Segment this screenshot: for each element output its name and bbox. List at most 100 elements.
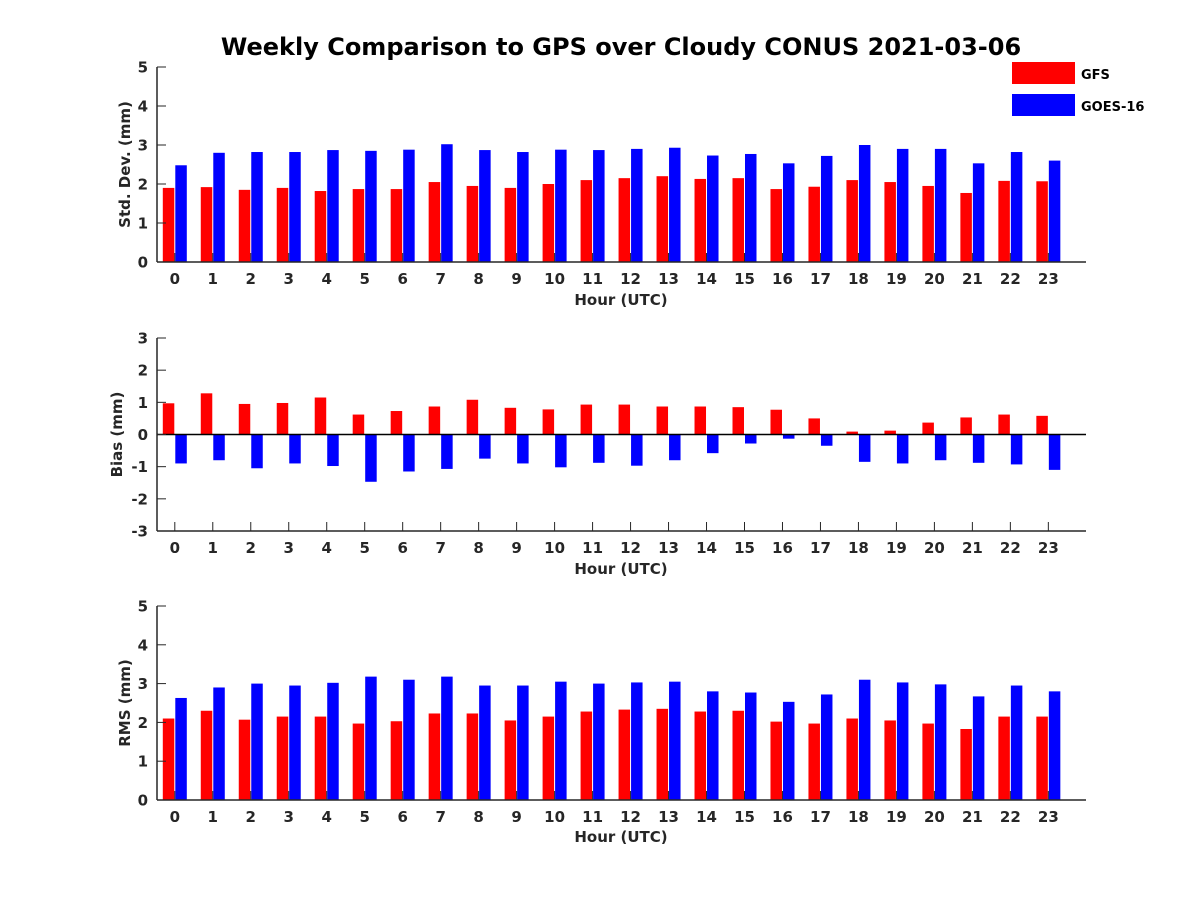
bar-goes16-23	[1048, 160, 1061, 262]
bar-gfs-14	[694, 406, 707, 435]
x-axis-label: Hour (UTC)	[574, 560, 667, 578]
x-tick-label: 18	[848, 270, 869, 288]
x-tick-label: 1	[208, 808, 218, 826]
bar-goes16-20	[934, 148, 947, 262]
bar-goes16-13	[669, 147, 681, 262]
bar-gfs-7	[428, 713, 441, 800]
x-tick-label: 7	[435, 270, 445, 288]
x-tick-label: 13	[658, 539, 679, 557]
x-tick-label: 2	[246, 539, 256, 557]
bar-gfs-5	[352, 723, 365, 800]
x-tick-label: 19	[886, 808, 907, 826]
x-tick-label: 9	[511, 270, 521, 288]
bar-gfs-3	[276, 402, 289, 435]
bar-gfs-14	[694, 711, 707, 800]
bar-goes16-16	[782, 701, 795, 800]
bar-goes16-8	[479, 685, 491, 800]
x-tick-label: 12	[620, 539, 641, 557]
bar-goes16-13	[669, 434, 681, 461]
bar-goes16-9	[517, 152, 529, 262]
bar-gfs-9	[504, 187, 517, 262]
x-tick-label: 21	[962, 270, 983, 288]
bar-goes16-21	[972, 434, 985, 463]
bar-gfs-1	[200, 187, 213, 262]
bar-goes16-4	[327, 434, 339, 467]
bar-gfs-6	[390, 411, 403, 435]
bar-goes16-16	[782, 434, 795, 439]
bar-gfs-13	[656, 176, 669, 262]
x-tick-label: 15	[734, 808, 755, 826]
bar-goes16-15	[745, 692, 757, 800]
bar-goes16-22	[1010, 685, 1023, 800]
bar-gfs-2	[238, 719, 251, 800]
legend-swatch-gfs	[1012, 62, 1075, 84]
bar-goes16-12	[631, 434, 643, 466]
bar-goes16-17	[820, 694, 833, 800]
bar-gfs-3	[276, 716, 289, 800]
bar-gfs-10	[542, 409, 555, 435]
bar-goes16-18	[858, 434, 871, 462]
bar-gfs-21	[960, 192, 972, 262]
bar-gfs-0	[162, 718, 175, 800]
bar-goes16-2	[251, 152, 263, 262]
bar-gfs-0	[162, 403, 175, 435]
bar-goes16-3	[289, 685, 301, 800]
x-axis-label: Hour (UTC)	[574, 291, 667, 309]
bar-gfs-18	[846, 718, 858, 800]
bar-gfs-8	[466, 185, 479, 262]
bar-gfs-4	[314, 191, 327, 262]
bar-gfs-7	[428, 182, 441, 262]
x-tick-label: 17	[810, 270, 831, 288]
legend-label-goes16: GOES-16	[1081, 100, 1144, 115]
bar-goes16-14	[707, 434, 719, 454]
x-tick-label: 14	[696, 270, 717, 288]
bar-goes16-1	[213, 152, 225, 262]
x-tick-label: 3	[284, 539, 294, 557]
bar-gfs-18	[846, 431, 858, 435]
x-tick-label: 19	[886, 539, 907, 557]
x-tick-label: 8	[473, 539, 483, 557]
bar-gfs-9	[504, 407, 517, 435]
y-tick-label: 5	[138, 598, 148, 616]
x-tick-label: 5	[359, 270, 369, 288]
legend-swatch-goes16	[1012, 94, 1075, 116]
bar-goes16-8	[479, 150, 491, 262]
x-tick-label: 22	[1000, 270, 1021, 288]
bar-goes16-11	[593, 683, 605, 800]
bar-goes16-11	[593, 434, 605, 463]
bar-goes16-7	[441, 434, 453, 469]
bar-gfs-22	[998, 180, 1010, 262]
bar-gfs-2	[238, 189, 251, 262]
bar-gfs-19	[884, 720, 896, 800]
bar-goes16-4	[327, 682, 339, 800]
bar-goes16-12	[631, 682, 643, 800]
y-tick-label: 3	[138, 675, 148, 693]
bar-goes16-13	[669, 681, 681, 800]
bar-goes16-19	[896, 148, 909, 262]
y-tick-label: 2	[138, 362, 148, 380]
bar-goes16-1	[213, 434, 225, 461]
bar-gfs-6	[390, 189, 403, 262]
x-tick-label: 6	[397, 270, 407, 288]
bar-gfs-3	[276, 187, 289, 262]
bar-gfs-11	[580, 180, 593, 262]
bar-gfs-4	[314, 397, 327, 435]
bar-gfs-8	[466, 713, 479, 800]
x-tick-label: 18	[848, 808, 869, 826]
x-tick-label: 13	[658, 270, 679, 288]
bar-gfs-18	[846, 180, 858, 262]
bar-goes16-2	[251, 434, 263, 469]
legend: GFS GOES-16	[1012, 62, 1144, 116]
x-tick-label: 11	[582, 270, 603, 288]
y-tick-label: 2	[138, 176, 148, 194]
bar-gfs-20	[922, 422, 934, 435]
bar-gfs-14	[694, 178, 707, 262]
bar-goes16-15	[745, 434, 757, 444]
bar-goes16-12	[631, 148, 643, 262]
x-tick-label: 19	[886, 270, 907, 288]
bar-gfs-20	[922, 185, 934, 262]
bar-goes16-0	[175, 434, 187, 464]
bar-gfs-20	[922, 723, 934, 800]
